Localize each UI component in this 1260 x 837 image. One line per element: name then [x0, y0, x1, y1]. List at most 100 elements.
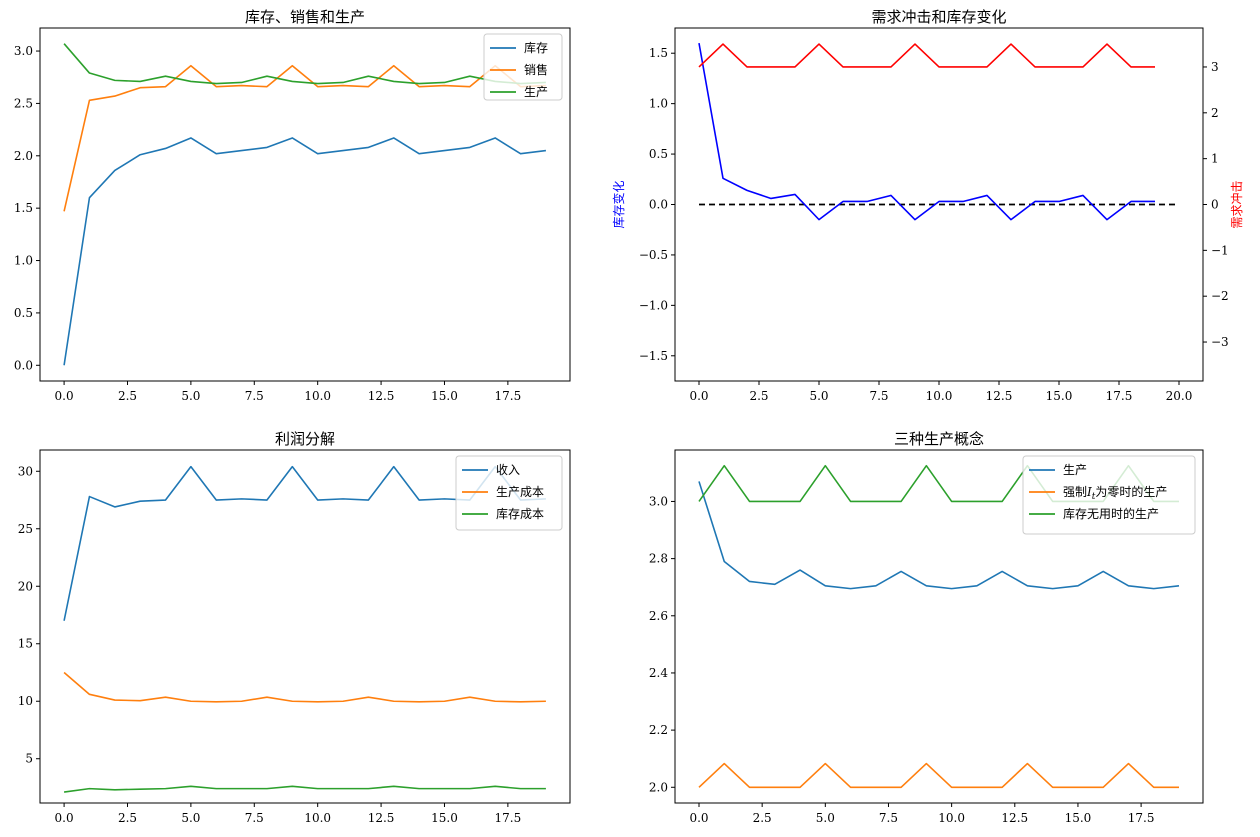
legend-label: 生产成本 [496, 485, 544, 499]
y-tick-label: 0.0 [14, 358, 33, 372]
y-tick-label: 0.5 [14, 306, 33, 320]
y-tick-label: 10 [18, 694, 33, 708]
series-line-0 [63, 137, 547, 366]
y-tick-label: 20 [18, 579, 33, 593]
legend-box [483, 33, 563, 101]
y-right-tick-label: −3 [1211, 335, 1229, 349]
y-tick-label: 2.8 [649, 552, 668, 566]
panel-three-production-concepts: 三种生产概念 0.0 2.5 5.0 7.5 10.0 12.5 15.0 17.5 2.0 2.2… [649, 430, 1204, 825]
x-tick-label: 17.5 [495, 811, 522, 825]
y-tick-label: 0.0 [649, 198, 668, 212]
legend-box [455, 455, 563, 531]
legend-label: 库存成本 [496, 506, 544, 521]
series-line-0 [698, 481, 1180, 590]
y-tick-label: 2.5 [14, 96, 33, 110]
x-tick-label: 0.0 [55, 389, 74, 403]
y-right-tick-label: −2 [1211, 289, 1229, 303]
x-tick-label: 10.0 [304, 389, 331, 403]
x-tick-label: 2.5 [118, 811, 137, 825]
x-tick-label: 15.0 [431, 389, 458, 403]
y-tick-label: −0.5 [639, 248, 668, 262]
x-tick-label: 15.0 [1065, 811, 1092, 825]
y-tick-label: 2.2 [649, 723, 668, 737]
series-line-2 [63, 43, 546, 85]
y-tick-label: 2.6 [649, 609, 668, 623]
chart-title: 需求冲击和库存变化 [871, 8, 1006, 26]
x-tick-label: 20.0 [1166, 389, 1193, 403]
y-right-tick-label: 0 [1211, 198, 1219, 212]
x-tick-label: 10.0 [926, 389, 953, 403]
y-right-tick-label: −1 [1211, 243, 1229, 257]
y-tick-label: 1.5 [649, 46, 668, 60]
series-line-1 [698, 43, 1155, 68]
legend-label: 生产 [1063, 463, 1087, 477]
series-line-0 [698, 42, 1155, 221]
x-tick-label: 17.5 [1128, 811, 1155, 825]
y-tick-label: 15 [18, 637, 33, 651]
y-tick-label: 30 [18, 464, 33, 478]
x-tick-label: 5.0 [816, 811, 835, 825]
y-tick-label: 0.5 [649, 147, 668, 161]
chart-title: 利润分解 [275, 430, 335, 448]
x-tick-label: 0.0 [689, 811, 708, 825]
legend-label: 库存无用时的生产 [1063, 506, 1159, 521]
chart-title: 三种生产概念 [894, 430, 984, 448]
x-tick-label: 0.0 [689, 389, 708, 403]
series-line-2 [63, 785, 546, 793]
x-tick-label: 15.0 [431, 811, 458, 825]
y-axis-label: 库存变化 [611, 180, 626, 228]
legend-label: 收入 [496, 463, 520, 477]
y-tick-label: −1.5 [639, 349, 668, 363]
x-tick-label: 7.5 [245, 389, 264, 403]
legend-label: 销售 [524, 62, 548, 77]
x-tick-label: 15.0 [1046, 389, 1073, 403]
legend-box [1022, 455, 1196, 535]
x-tick-label: 17.5 [1106, 389, 1133, 403]
legend-label: 强制It为零时的生产 [1063, 484, 1167, 502]
x-tick-label: 7.5 [245, 811, 264, 825]
x-tick-label: 17.5 [495, 389, 522, 403]
x-tick-label: 5.0 [181, 389, 200, 403]
x-tick-label: 2.5 [749, 389, 768, 403]
y-tick-label: 2.0 [14, 149, 33, 163]
x-tick-label: 2.5 [753, 811, 772, 825]
y-tick-label: 1.0 [649, 97, 668, 111]
y-tick-label: 2.0 [649, 780, 668, 794]
panel-inventory-sales-production: 库存、销售和生产 0.0 2.5 5.0 7.5 10.0 12.5 15.0 17.5 0.0 0… [14, 8, 571, 403]
axes-frame [39, 27, 571, 382]
y-tick-label: 3.0 [14, 44, 33, 58]
x-tick-label: 12.5 [986, 389, 1013, 403]
x-tick-label: 12.5 [1001, 811, 1028, 825]
y-tick-label: 3.0 [649, 494, 668, 508]
y-right-tick-label: 2 [1211, 106, 1219, 120]
y-tick-label: 2.4 [649, 666, 668, 680]
x-tick-label: 5.0 [809, 389, 828, 403]
x-tick-label: 10.0 [938, 811, 965, 825]
y-right-tick-label: 1 [1211, 152, 1219, 166]
x-tick-label: 0.0 [55, 811, 74, 825]
x-tick-label: 12.5 [368, 389, 395, 403]
y-tick-label: 1.5 [14, 201, 33, 215]
y-tick-label: 1.0 [14, 254, 33, 268]
x-tick-label: 7.5 [879, 811, 898, 825]
x-tick-label: 10.0 [304, 811, 331, 825]
axes-frame [39, 449, 571, 804]
y-tick-label: 5 [25, 752, 33, 766]
y-right-tick-label: 3 [1211, 60, 1219, 74]
x-tick-label: 5.0 [181, 811, 200, 825]
series-line-1 [698, 762, 1179, 789]
y-tick-label: −1.0 [639, 298, 668, 312]
legend-label: 生产 [524, 85, 548, 99]
legend-label: 库存 [524, 40, 548, 55]
y-tick-label: 25 [18, 522, 33, 536]
x-tick-label: 2.5 [118, 389, 137, 403]
y-right-axis-label: 需求冲击 [1229, 180, 1244, 228]
axes-frame [674, 449, 1204, 804]
x-tick-label: 7.5 [869, 389, 888, 403]
x-tick-label: 12.5 [368, 811, 395, 825]
series-line-1 [63, 64, 546, 212]
